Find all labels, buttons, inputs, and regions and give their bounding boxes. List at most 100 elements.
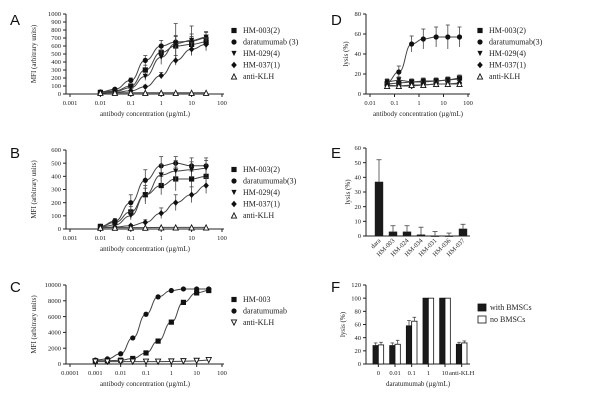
marker-triangle-down	[456, 76, 463, 82]
marker-diamond	[158, 72, 164, 79]
x-tick-label: 0.1	[127, 100, 135, 107]
x-tick-label: 0.001	[63, 100, 78, 107]
bar	[416, 234, 426, 236]
marker-diamond	[172, 199, 179, 206]
y-tick-label: 100	[351, 295, 361, 302]
marker-circle	[142, 57, 148, 64]
x-tick-label: 0.1	[127, 235, 135, 242]
marker-square	[143, 350, 149, 356]
marker-triangle-up-open	[172, 223, 180, 231]
y-tick-label: 30	[355, 189, 362, 196]
x-tick-label: 0.01	[364, 100, 375, 107]
marker-diamond	[231, 200, 237, 208]
marker-triangle-up-open	[111, 89, 119, 96]
y-tick-label: 120	[351, 282, 361, 289]
x-tick-label: 0.1	[408, 370, 416, 377]
x-tick-label: 0.0001	[61, 370, 79, 377]
y-tick-label: 800	[51, 27, 61, 34]
connect-line	[95, 359, 209, 363]
legend-label: no BMSCs	[490, 315, 525, 324]
marker-triangle-down	[477, 50, 483, 57]
x-tick-label: 1	[427, 370, 430, 377]
marker-triangle-up-open	[202, 223, 210, 231]
bar-with-bmscs	[389, 345, 396, 365]
bar-no-bmscs	[427, 297, 435, 365]
marker-diamond	[158, 210, 164, 217]
marker-triangle-up-open	[111, 224, 119, 231]
marker-circle	[118, 351, 124, 357]
y-tick-label: 20	[355, 204, 362, 211]
marker-triangle-down-open	[193, 357, 200, 365]
panel-letter: B	[10, 145, 20, 162]
marker-triangle-down-open	[142, 358, 150, 366]
marker-square	[142, 67, 148, 73]
legend-label: HM-003(2)	[243, 165, 280, 174]
marker-triangle-down	[231, 189, 237, 196]
marker-diamond	[203, 182, 209, 189]
y-tick-label: 60	[355, 145, 362, 152]
marker-square	[231, 166, 237, 173]
marker-diamond	[142, 83, 149, 90]
y-tick-label: 700	[51, 35, 61, 42]
marker-circle	[396, 69, 402, 75]
bar	[430, 236, 440, 237]
legend-label: with BMSCs	[490, 303, 532, 312]
fit-curve	[100, 167, 207, 228]
y-tick-label: 60	[355, 322, 362, 329]
series-circle	[92, 286, 212, 363]
legend-label: HM-037(1)	[243, 200, 280, 209]
x-tick-label: 10	[440, 100, 447, 107]
legend-swatch	[477, 315, 487, 324]
marker-square	[231, 27, 237, 34]
marker-triangle-down-open	[180, 358, 187, 365]
marker-triangle-down	[173, 168, 179, 174]
bar-no-bmscs	[377, 344, 385, 365]
y-axis-label: MFI (arbitrary units)	[30, 295, 38, 354]
legend-label: HM-037(1)	[489, 61, 526, 70]
x-tick-label: 100	[217, 100, 227, 107]
marker-triangle-up-open	[395, 82, 403, 90]
y-tick-label: 50	[355, 160, 362, 167]
legend-label: daratumumab (3)	[243, 38, 299, 47]
marker-triangle-down-open	[205, 357, 213, 364]
bar-with-bmscs	[405, 325, 413, 365]
marker-triangle-up-open	[432, 80, 440, 88]
marker-square	[130, 355, 136, 362]
bar	[444, 236, 454, 237]
y-tick-label: 100	[51, 83, 61, 90]
y-tick-label: 500	[51, 51, 61, 58]
marker-triangle-down	[142, 73, 148, 79]
marker-triangle-down-open	[129, 358, 137, 366]
marker-triangle-up-open	[476, 72, 484, 80]
bar-with-bmscs	[422, 297, 429, 365]
x-axis-label: antibody concentration (µg/mL)	[100, 245, 191, 253]
bar	[402, 231, 412, 236]
legend-label: anti-KLH	[243, 318, 274, 327]
y-axis-label: MFI (arbitrary units)	[30, 24, 38, 83]
marker-circle	[231, 178, 237, 184]
y-tick-label: 80	[355, 11, 362, 18]
legend-label: anti-KLH	[243, 72, 274, 81]
marker-diamond	[142, 219, 149, 226]
marker-triangle-down-open	[104, 358, 111, 366]
marker-triangle-up-open	[419, 81, 427, 89]
marker-triangle-up-open	[141, 224, 149, 231]
y-tick-label: 200	[51, 200, 61, 207]
y-tick-label: 0	[58, 226, 61, 233]
y-axis-label: lysis (%)	[342, 41, 350, 67]
marker-triangle-down-open	[92, 358, 99, 366]
y-tick-label: 600	[51, 147, 61, 154]
x-tick-label: 10	[442, 370, 449, 377]
y-tick-label: 60	[355, 31, 362, 38]
legend-label: daratumumab(3)	[489, 38, 543, 47]
x-axis-label: antibody concentration (µg/mL)	[100, 380, 191, 388]
bar-no-bmscs	[394, 343, 401, 365]
series-triangle-down-open	[92, 357, 213, 366]
marker-triangle-down	[396, 77, 402, 83]
marker-triangle-down	[445, 77, 451, 83]
marker-square	[189, 176, 195, 182]
panel-letter: D	[331, 12, 342, 29]
series-square	[92, 287, 212, 364]
x-tick-label: 1	[160, 100, 163, 107]
x-tick-label: 10	[188, 235, 195, 242]
